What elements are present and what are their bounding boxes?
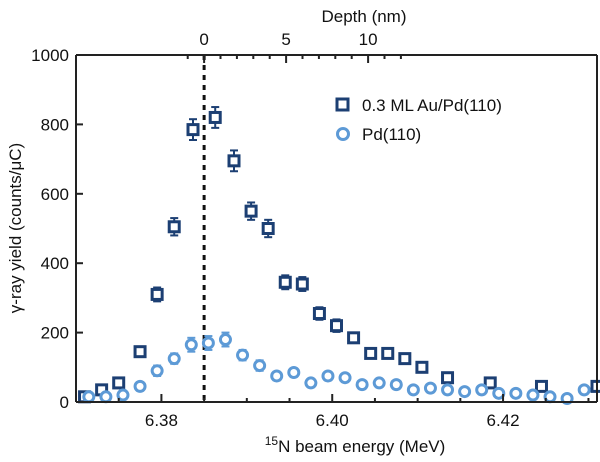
data-point — [526, 388, 540, 402]
data-point — [321, 369, 335, 383]
legend-marker-pd — [336, 127, 350, 141]
data-point — [253, 359, 267, 373]
data-point — [133, 345, 147, 359]
data-point — [167, 352, 181, 366]
x-axis-title-main: N beam energy (MeV) — [278, 437, 445, 456]
data-point — [406, 383, 420, 397]
data-point — [381, 346, 395, 360]
data-point — [509, 386, 523, 400]
data-point — [441, 371, 455, 385]
data-point — [261, 222, 275, 235]
y-tick-label: 0 — [60, 393, 69, 412]
x-axis-title: 15N beam energy (MeV) — [265, 434, 446, 456]
x-axis-title-superscript: 15 — [265, 434, 279, 448]
data-point — [355, 378, 369, 392]
data-point — [415, 360, 429, 374]
data-point — [577, 383, 591, 397]
data-point — [364, 346, 378, 360]
data-point — [475, 383, 489, 397]
series-pd110 — [82, 331, 591, 406]
y-tick-label: 400 — [41, 254, 69, 273]
data-point — [295, 277, 309, 291]
data-point — [278, 275, 292, 289]
data-point — [372, 376, 386, 390]
data-point — [112, 376, 126, 390]
y-axis-title: γ-ray yield (counts/μC) — [6, 143, 25, 313]
data-point — [99, 390, 113, 404]
data-point — [338, 371, 352, 385]
data-point — [227, 154, 241, 168]
data-point — [116, 388, 130, 402]
data-point — [483, 376, 497, 390]
data-point — [347, 331, 361, 345]
data-point — [287, 366, 301, 380]
y-tick-label: 1000 — [31, 46, 69, 65]
data-point — [150, 287, 164, 301]
x-tick-label: 6.40 — [316, 411, 349, 430]
data-point — [244, 204, 258, 218]
data-point — [534, 379, 548, 393]
data-point — [423, 381, 437, 395]
legend-label-pd: Pd(110) — [362, 125, 421, 144]
data-point — [201, 336, 215, 350]
data-point — [150, 364, 164, 378]
y-tick-label: 600 — [41, 185, 69, 204]
legend-marker-au — [335, 97, 350, 112]
data-point — [270, 369, 284, 383]
data-point — [398, 352, 412, 366]
top-axis-title: Depth (nm) — [321, 7, 406, 26]
data-point — [236, 348, 250, 362]
data-point — [441, 383, 455, 397]
data-point — [304, 376, 318, 390]
y-tick-label: 800 — [41, 115, 69, 134]
data-point — [133, 379, 147, 393]
data-point — [186, 123, 200, 137]
data-point — [184, 338, 198, 352]
series-au-pd110 — [78, 106, 600, 404]
data-point — [330, 319, 343, 333]
data-point — [312, 307, 326, 321]
top-tick-label: 10 — [359, 30, 378, 49]
legend-label-au: 0.3 ML Au/Pd(110) — [362, 96, 502, 115]
data-point — [492, 386, 506, 400]
data-point — [208, 110, 222, 124]
x-tick-label: 6.42 — [487, 411, 520, 430]
data-point — [458, 385, 472, 399]
y-tick-label: 200 — [41, 324, 69, 343]
data-point — [82, 390, 96, 404]
top-tick-label: 5 — [281, 30, 290, 49]
top-tick-label: 0 — [199, 30, 208, 49]
data-point — [218, 333, 232, 347]
legend: 0.3 ML Au/Pd(110) Pd(110) — [335, 96, 502, 144]
data-point — [167, 220, 181, 234]
x-tick-label: 6.38 — [145, 411, 178, 430]
data-point — [389, 378, 403, 392]
